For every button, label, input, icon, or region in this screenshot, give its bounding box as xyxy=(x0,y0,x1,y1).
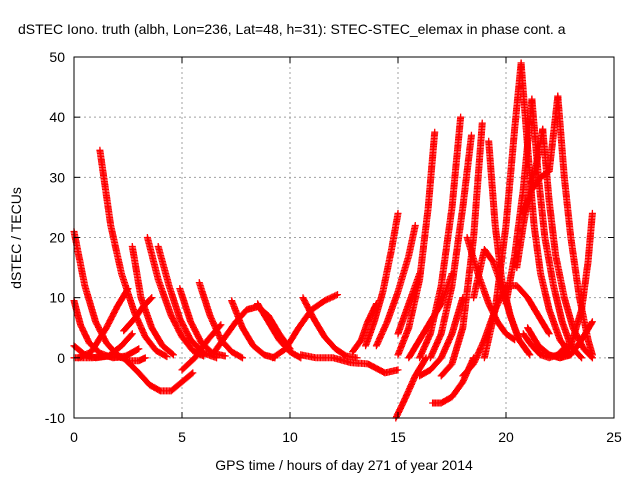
series-markers xyxy=(470,246,534,359)
series-markers xyxy=(178,321,225,374)
series-markers xyxy=(349,300,380,356)
series-markers xyxy=(539,125,596,362)
series-7 xyxy=(143,234,208,360)
series-40 xyxy=(539,125,596,362)
series-28 xyxy=(426,131,475,362)
series-markers xyxy=(96,146,171,361)
series-markers xyxy=(154,243,221,362)
y-tick-label: -10 xyxy=(45,410,65,426)
data-points xyxy=(70,59,596,422)
series-20 xyxy=(362,209,402,350)
series-markers xyxy=(556,209,596,362)
ticks: 0 5 10 15 20 25 -10 0 10 20 30 40 50 xyxy=(45,49,622,445)
series-8 xyxy=(154,243,221,362)
series-26 xyxy=(416,113,465,362)
series-markers xyxy=(70,352,197,395)
y-tick-label: 20 xyxy=(49,230,65,246)
y-tick-label: 40 xyxy=(49,109,65,125)
x-tick-label: 0 xyxy=(70,429,78,445)
series-markers xyxy=(297,351,402,377)
chart-title: dSTEC Iono. truth (albh, Lon=236, Lat=48… xyxy=(18,21,566,37)
series-12 xyxy=(178,321,225,374)
series-markers xyxy=(519,330,570,362)
series-markers xyxy=(426,131,475,362)
series-markers xyxy=(299,294,361,362)
y-tick-label: 30 xyxy=(49,169,65,185)
series-4 xyxy=(96,146,171,361)
series-9 xyxy=(120,294,156,335)
series-markers xyxy=(362,209,402,350)
series-21 xyxy=(372,221,419,350)
series-45 xyxy=(519,330,570,362)
x-tick-label: 20 xyxy=(498,429,514,445)
x-tick-label: 25 xyxy=(606,429,622,445)
series-35 xyxy=(480,59,525,362)
series-0 xyxy=(70,228,149,365)
series-markers xyxy=(372,221,419,350)
series-6 xyxy=(128,243,177,359)
series-18 xyxy=(297,351,402,377)
y-tick-label: 10 xyxy=(49,290,65,306)
series-markers xyxy=(70,228,149,365)
y-axis-label: dSTEC / TECUs xyxy=(8,187,24,289)
series-15 xyxy=(254,300,305,362)
series-19 xyxy=(349,300,380,356)
series-3 xyxy=(70,352,197,395)
series-markers xyxy=(416,113,465,362)
x-axis-label: GPS time / hours of day 271 of year 2014 xyxy=(215,457,473,473)
series-34 xyxy=(470,246,534,359)
series-44 xyxy=(556,209,596,362)
series-23 xyxy=(394,128,439,359)
series-30 xyxy=(437,119,486,380)
x-tick-label: 15 xyxy=(390,429,406,445)
series-markers xyxy=(120,294,156,335)
series-markers xyxy=(480,59,525,362)
x-tick-label: 5 xyxy=(178,429,186,445)
series-markers xyxy=(143,234,208,360)
series-markers xyxy=(128,243,177,359)
series-markers xyxy=(254,300,305,362)
series-markers xyxy=(437,119,486,380)
series-27 xyxy=(416,294,467,380)
x-tick-label: 10 xyxy=(282,429,298,445)
y-tick-label: 0 xyxy=(57,350,65,366)
series-markers xyxy=(394,128,439,359)
y-tick-label: 50 xyxy=(49,49,65,65)
series-markers xyxy=(416,294,467,380)
series-17 xyxy=(299,294,361,362)
